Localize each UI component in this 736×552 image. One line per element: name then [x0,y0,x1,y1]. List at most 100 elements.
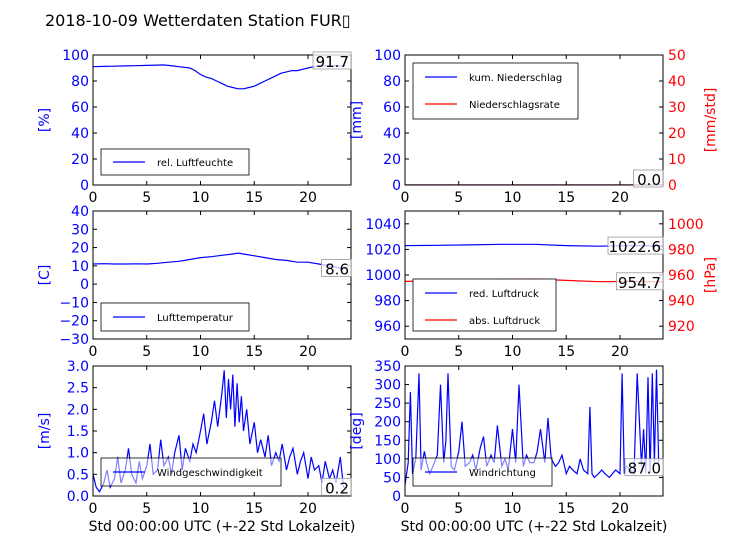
x-tick-label: 15 [245,344,263,360]
value-label: 8.6 [325,260,349,278]
x-tick-label: 5 [142,501,151,517]
x-axis-label: Std 00:00:00 UTC (+-22 Std Lokalzeit) [401,519,668,535]
x-tick-label: 10 [192,501,210,517]
x-tick-label: 5 [454,344,463,360]
legend-label: Windgeschwindigkeit [157,468,263,479]
x-tick-label: 0 [89,344,98,360]
x-tick-label: 10 [192,190,210,206]
x-tick-label: 20 [299,344,317,360]
y-axis-label: [C] [37,265,53,286]
x-tick-label: 10 [504,190,522,206]
value-label: 0.2 [325,479,349,497]
y-right-axis-label: [hPa] [703,257,719,293]
y-tick-label: 20 [383,152,401,168]
y-tick-label: 60 [71,100,89,116]
x-tick-label: 5 [454,501,463,517]
y-tick-label: 250 [374,396,401,412]
y-tick-label: 20 [71,241,89,257]
y-tick-label: 0 [392,489,401,505]
y-tick-label: −20 [59,314,89,330]
x-tick-label: 15 [557,190,575,206]
y-tick-label: 2.5 [67,381,89,397]
value-label: 91.7 [316,53,349,71]
y-tick-label: 40 [71,204,89,220]
legend-label: kum. Niederschlag [469,73,562,84]
y-right-axis-label: [mm/std] [703,88,719,153]
x-tick-label: 0 [401,501,410,517]
y-tick-label: 3.0 [67,359,89,375]
legend-label: rel. Luftfeuchte [157,158,233,169]
panel-precip: 0 5 10 15 20 0 20 40 60 80 100 0 10 20 30 40 50 [mm] [mm/s… [349,48,719,206]
y-tick-label: 80 [71,74,89,90]
value-label: 0.0 [637,171,661,189]
y-axis-label: [m/s] [37,413,53,450]
y-axis-label: [mm] [349,101,365,139]
y-tick-label: 0.5 [67,467,89,483]
y-tick-label: −30 [59,332,89,348]
x-tick-label: 15 [557,344,575,360]
y-tick-label: 40 [383,126,401,142]
legend-label: Windrichtung [469,468,536,479]
y-tick-label: 350 [374,359,401,375]
value-label-box [624,458,664,477]
axes-frame [92,54,352,186]
y-tick-label: 0 [392,178,401,194]
y-right-tick-label: 980 [668,242,695,258]
axes-frame [404,365,664,497]
x-tick-label: 20 [611,501,629,517]
y-tick-label: 0.0 [67,489,89,505]
panel-temperature: 0 5 10 15 20 −30 −20 −10 0 10 20 30 40 [C] 8.6 Lufttemp… [37,204,352,360]
y-tick-label: 0 [80,277,89,293]
series-line-humidity-0 [93,64,346,90]
y-tick-label: −10 [59,295,89,311]
legend-label: red. Luftdruck [469,289,539,300]
x-tick-label: 10 [504,501,522,517]
y-tick-label: 980 [374,294,401,310]
y-tick-label: 100 [374,48,401,64]
y-tick-label: 0 [80,178,89,194]
y-tick-label: 960 [374,319,401,335]
x-tick-label: 15 [557,501,575,517]
x-tick-label: 15 [245,501,263,517]
legend-label: abs. Luftdruck [469,316,540,327]
x-tick-label: 5 [454,190,463,206]
x-tick-label: 0 [401,344,410,360]
y-tick-label: 20 [71,152,89,168]
y-tick-label: 200 [374,415,401,431]
x-tick-label: 10 [192,344,210,360]
y-right-tick-label: 920 [668,319,695,335]
y-right-tick-label: 30 [668,100,686,116]
series-line-temperature-0 [93,252,346,269]
figure-title: 2018-10-09 Wetterdaten Station FUR▯ [45,11,351,30]
x-tick-label: 10 [504,344,522,360]
y-right-tick-label: 10 [668,152,686,168]
y-tick-label: 30 [71,222,89,238]
x-tick-label: 0 [89,501,98,517]
panel-windspeed: 0 5 10 15 20 0.0 0.5 1.0 1.5 2.0 2.5 3.0 [m/s] Std 00… [37,359,355,535]
x-tick-label: 0 [401,190,410,206]
x-tick-label: 20 [611,190,629,206]
y-tick-label: 1020 [365,242,401,258]
x-tick-label: 20 [611,344,629,360]
axes-frame [404,54,664,186]
y-tick-label: 10 [71,259,89,275]
y-right-tick-label: 0 [668,178,677,194]
y-tick-label: 1.5 [67,424,89,440]
panel-humidity: 0 5 10 15 20 0 20 40 60 80 100 [%] 91.7 rel. Luftfeuc… [37,48,352,206]
y-right-tick-label: 20 [668,126,686,142]
y-tick-label: 1040 [365,217,401,233]
y-tick-label: 80 [383,74,401,90]
value-label: 954.7 [618,274,661,292]
y-tick-label: 1.0 [67,446,89,462]
y-right-tick-label: 50 [668,48,686,64]
value-label: 87.0 [628,460,661,478]
y-right-tick-label: 940 [668,294,695,310]
y-tick-label: 100 [62,48,89,64]
value-label-box [616,272,664,291]
value-label-box [321,477,352,496]
x-tick-label: 5 [142,344,151,360]
y-right-tick-label: 960 [668,268,695,284]
